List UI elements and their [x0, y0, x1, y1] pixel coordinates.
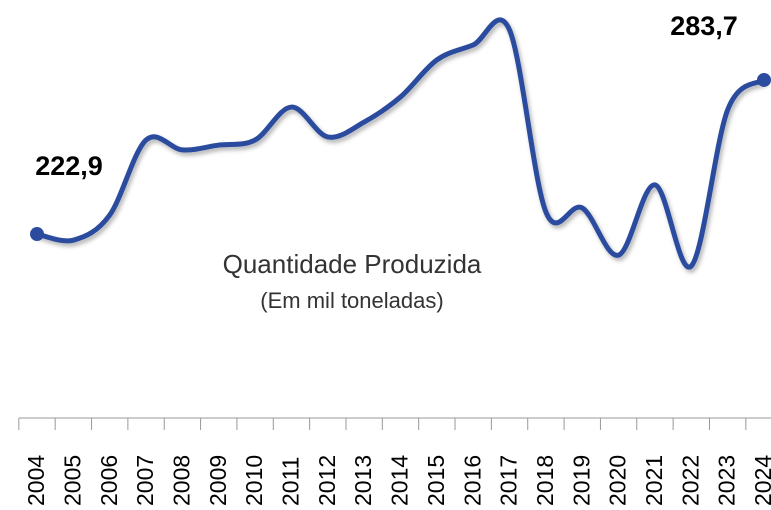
x-tick-label: 2006 — [96, 455, 122, 506]
x-tick-label: 2022 — [677, 455, 703, 506]
chart-title: Quantidade Produzida — [223, 249, 482, 279]
x-tick-label: 2014 — [387, 455, 413, 506]
x-tick-label: 2024 — [750, 455, 771, 506]
x-tick-label: 2008 — [168, 455, 194, 506]
data-label: 222,9 — [35, 151, 103, 181]
series-line — [34, 17, 767, 270]
x-tick-label: 2007 — [132, 455, 158, 506]
chart-subtitle: (Em mil toneladas) — [260, 288, 443, 313]
x-tick-label: 2021 — [641, 455, 667, 506]
x-tick-label: 2012 — [314, 455, 340, 506]
x-tick-label: 2005 — [59, 455, 85, 506]
data-label: 283,7 — [670, 11, 738, 41]
x-tick-label: 2013 — [350, 455, 376, 506]
x-tick-label: 2004 — [23, 455, 49, 506]
end-point — [757, 72, 771, 87]
x-tick-label: 2018 — [532, 455, 558, 506]
x-tick-label: 2015 — [423, 455, 449, 506]
x-tick-label: 2017 — [496, 455, 522, 506]
end-point — [30, 227, 44, 242]
x-tick-label: 2011 — [278, 457, 304, 506]
x-tick-label: 2010 — [241, 455, 267, 506]
x-tick-label: 2019 — [568, 455, 594, 506]
x-tick-label: 2020 — [605, 455, 631, 506]
x-tick-label: 2023 — [714, 455, 740, 506]
x-tick-label: 2016 — [459, 455, 485, 506]
x-tick-label: 2009 — [205, 455, 231, 506]
